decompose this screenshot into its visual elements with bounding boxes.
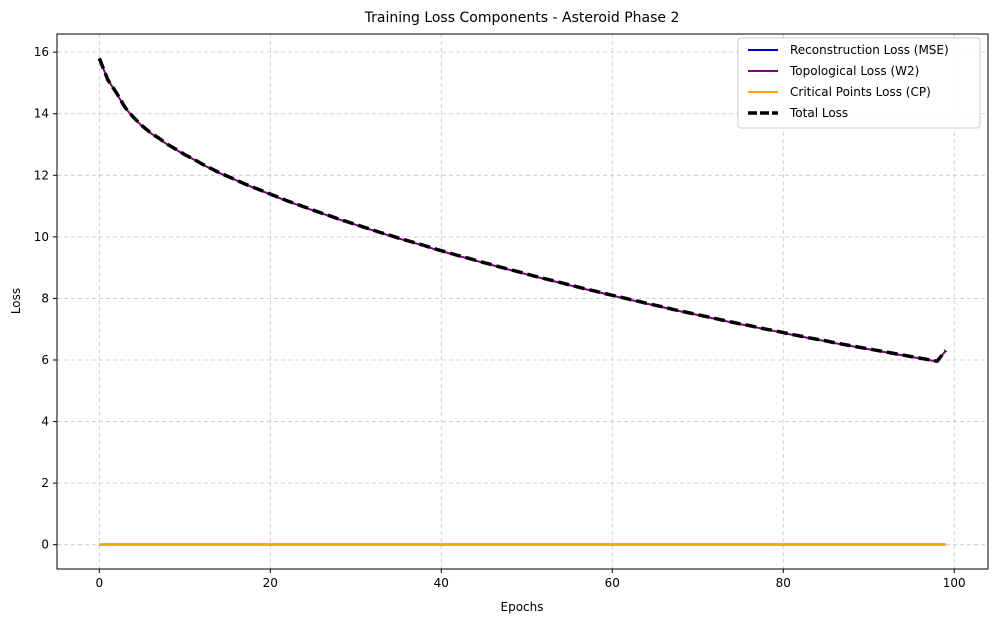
- legend-label: Topological Loss (W2): [789, 64, 919, 78]
- y-tick-label: 2: [41, 476, 49, 490]
- y-tick-label: 6: [41, 353, 49, 367]
- y-tick-label: 8: [41, 291, 49, 305]
- x-axis-ticks: 0 20 40 60 80 100: [95, 569, 966, 590]
- gridlines: [57, 34, 988, 569]
- x-tick-label: 0: [95, 576, 103, 590]
- y-tick-label: 10: [34, 230, 49, 244]
- x-tick-label: 20: [263, 576, 278, 590]
- legend-label: Total Loss: [789, 106, 848, 120]
- legend-label: Critical Points Loss (CP): [790, 85, 931, 99]
- y-tick-label: 4: [41, 415, 49, 429]
- y-axis-label: Loss: [9, 288, 23, 314]
- legend-frame: [737, 37, 981, 129]
- chart-title: Training Loss Components - Asteroid Phas…: [364, 10, 680, 26]
- y-tick-label: 14: [34, 107, 49, 121]
- x-tick-label: 60: [605, 576, 620, 590]
- x-tick-label: 40: [434, 576, 449, 590]
- y-tick-label: 12: [34, 168, 49, 182]
- y-axis-ticks: 0 2 4 6 8 10 12 14 16: [34, 45, 57, 552]
- x-axis-label: Epochs: [501, 600, 544, 614]
- plot-area-frame: [56, 33, 989, 570]
- y-tick-label: 0: [41, 538, 49, 552]
- y-tick-label: 16: [34, 45, 49, 59]
- series-layer: [97, 57, 948, 546]
- x-tick-label: 100: [943, 576, 966, 590]
- legend-label: Reconstruction Loss (MSE): [790, 43, 949, 57]
- x-tick-label: 80: [776, 576, 791, 590]
- series-line-total-loss: [97, 57, 948, 363]
- legend: Reconstruction Loss (MSE) Topological Los…: [737, 37, 981, 129]
